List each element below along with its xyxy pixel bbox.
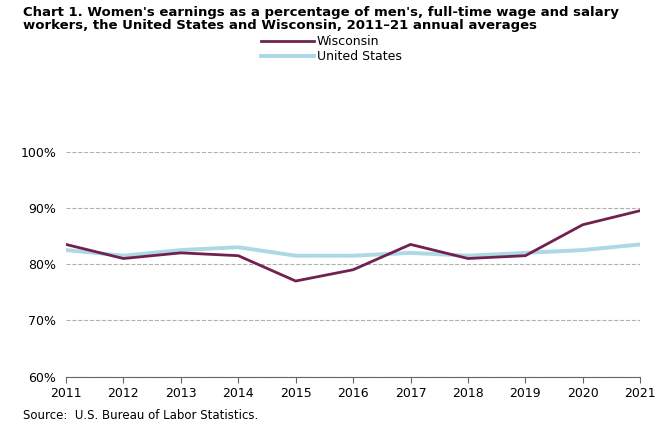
Text: Wisconsin: Wisconsin	[317, 35, 380, 48]
Text: United States: United States	[317, 50, 402, 63]
Text: Chart 1. Women's earnings as a percentage of men's, full-time wage and salary: Chart 1. Women's earnings as a percentag…	[23, 6, 619, 19]
Text: Source:  U.S. Bureau of Labor Statistics.: Source: U.S. Bureau of Labor Statistics.	[23, 409, 258, 422]
Text: workers, the United States and Wisconsin, 2011–21 annual averages: workers, the United States and Wisconsin…	[23, 19, 537, 32]
